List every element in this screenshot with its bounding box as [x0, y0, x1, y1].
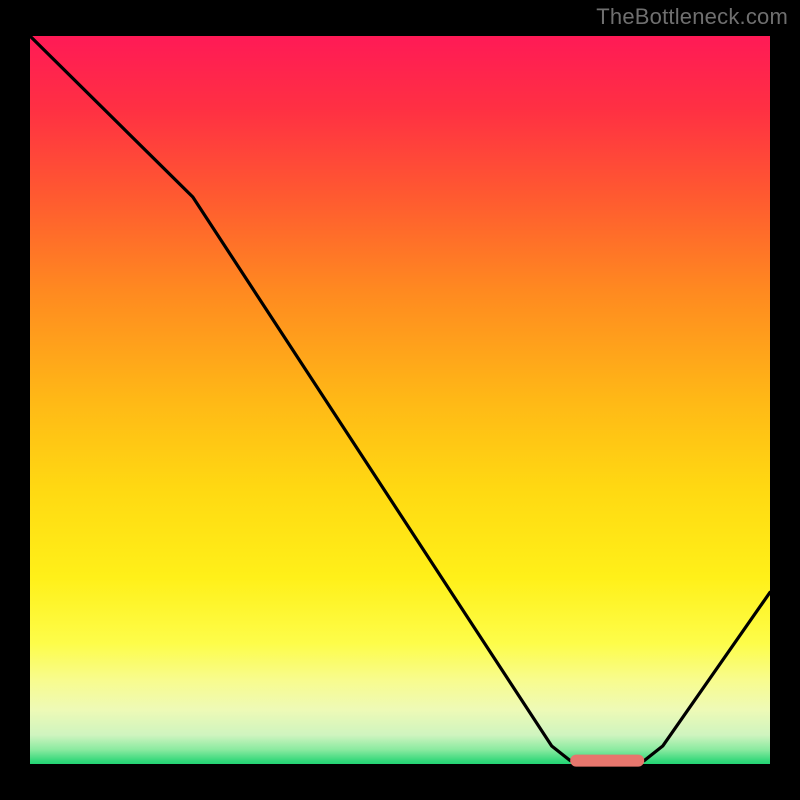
attribution-text: TheBottleneck.com [596, 4, 788, 30]
bottleneck-chart [30, 36, 770, 768]
optimal-range-marker [570, 755, 644, 767]
chart-plot-area [30, 36, 770, 768]
